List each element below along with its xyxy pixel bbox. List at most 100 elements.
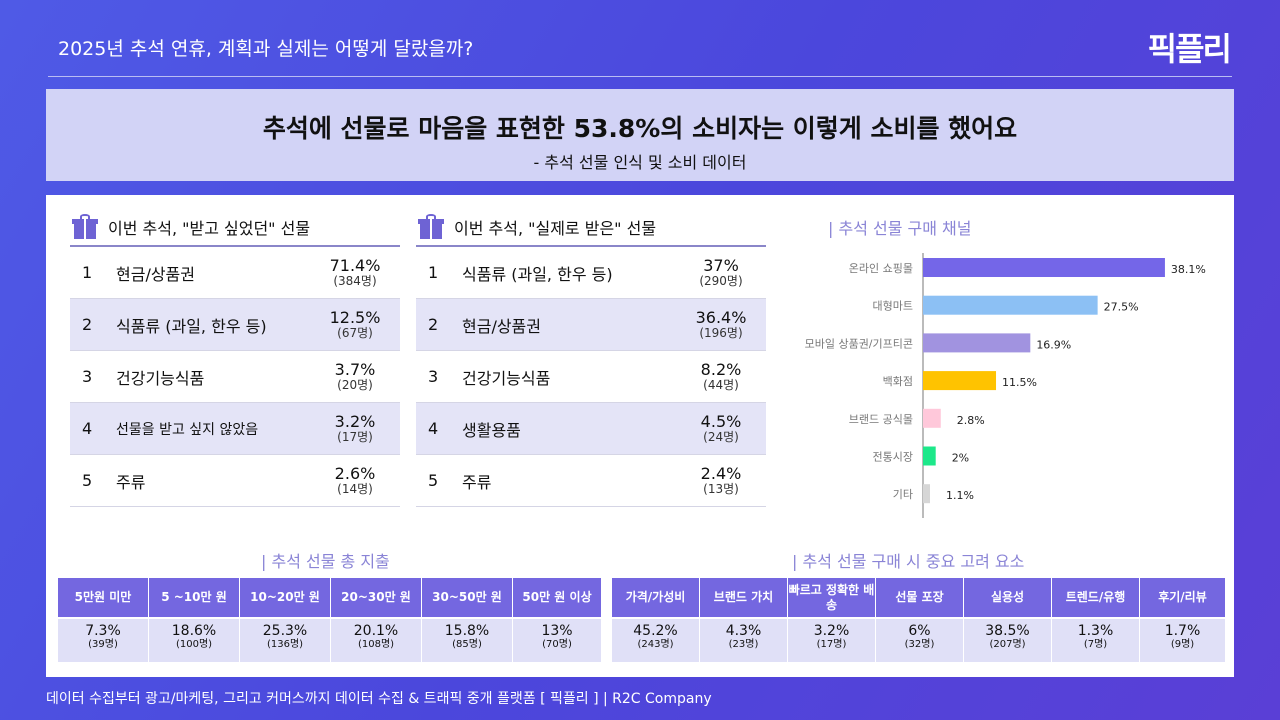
spend-table: 5만원 미만 7.3% (39명) 5 ~10만 원 18.6% (100명) 10~20만… <box>58 578 602 662</box>
count: (85명) <box>452 639 482 651</box>
bar <box>923 484 930 504</box>
gift-label: 현금/상품권 <box>116 264 195 284</box>
count: (17명) <box>337 429 373 444</box>
table-column: 빠르고 정확한 배송 3.2% (17명) <box>788 578 876 662</box>
percent: 3.7% <box>334 360 376 380</box>
table-title: 이번 추석, "실제로 받은" 선물 <box>454 218 657 238</box>
column-header: 50만 원 이상 <box>513 578 601 617</box>
count: (13명) <box>703 481 739 496</box>
category-label: 모바일 상품권/기프티콘 <box>805 336 913 350</box>
data-label: 16.9% <box>1036 338 1071 351</box>
percent: 4.3% <box>725 623 762 639</box>
column-header: 5만원 미만 <box>58 578 148 617</box>
content-panel: 이번 추석, "받고 싶었던" 선물 1 현금/상품권 71.4% (384명) 2 식품류… <box>46 195 1234 677</box>
count: (243명) <box>637 639 674 651</box>
count: (39명) <box>88 639 118 651</box>
rank: 4 <box>82 419 93 438</box>
percent: 1.3% <box>1077 623 1114 639</box>
factors-title: | 추석 선물 구매 시 중요 고려 요소 <box>792 552 1025 571</box>
table-row: 1 현금/상품권 71.4% (384명) <box>70 247 400 299</box>
column-header: 빠르고 정확한 배송 <box>788 578 875 617</box>
bar <box>923 408 941 428</box>
wanted-gifts-table: 이번 추석, "받고 싶었던" 선물 1 현금/상품권 71.4% (384명) 2 식품류… <box>70 208 400 507</box>
hero-subtitle: - 추석 선물 인식 및 소비 데이터 <box>533 153 747 172</box>
gift-label: 현금/상품권 <box>462 316 541 336</box>
percent: 4.5% <box>700 412 742 432</box>
percent: 2.6% <box>334 464 376 484</box>
bar <box>923 333 1031 353</box>
count: (290명) <box>699 273 743 288</box>
column-header: 5 ~10만 원 <box>149 578 239 617</box>
category-label: 온라인 쇼핑몰 <box>849 262 913 275</box>
purchase-channel-chart: 온라인 쇼핑몰 38.1% 대형마트 27.5% 모바일 상품권/기프티콘 16.9% 백화… <box>805 253 1206 518</box>
table-column: 5 ~10만 원 18.6% (100명) <box>149 578 240 662</box>
count: (7명) <box>1083 639 1108 651</box>
percent: 36.4% <box>695 308 747 328</box>
gift-label: 건강기능식품 <box>462 368 551 388</box>
count: (44명) <box>703 377 739 392</box>
percent: 20.1% <box>353 623 399 639</box>
percent: 3.2% <box>334 412 376 432</box>
hero-banner: 추석에 선물로 마음을 표현한 53.8%의 소비자는 이렇게 소비를 했어요 … <box>46 89 1234 181</box>
table-row: 3 건강기능식품 8.2% (44명) <box>416 351 766 403</box>
data-label: 2.8% <box>957 414 985 427</box>
category-label: 대형마트 <box>873 300 913 313</box>
category-label: 전통시장 <box>873 451 913 464</box>
divider <box>48 76 1232 77</box>
rank: 3 <box>428 367 439 386</box>
rank: 5 <box>428 471 439 490</box>
column-header: 후기/리뷰 <box>1140 578 1225 617</box>
table-column: 30~50만 원 15.8% (85명) <box>422 578 513 662</box>
category-label: 브랜드 공식몰 <box>849 413 913 426</box>
percent: 45.2% <box>633 623 678 639</box>
rank: 2 <box>82 315 93 334</box>
count: (20명) <box>337 377 373 392</box>
rank: 2 <box>428 315 439 334</box>
gift-label: 주류 <box>462 472 492 492</box>
percent: 38.5% <box>985 623 1030 639</box>
count: (67명) <box>337 325 373 340</box>
rank: 3 <box>82 367 93 386</box>
percent: 7.3% <box>85 623 121 639</box>
rank: 1 <box>82 263 93 282</box>
gift-label: 주류 <box>116 472 146 492</box>
table-column: 가격/가성비 45.2% (243명) <box>612 578 700 662</box>
count: (207명) <box>989 639 1026 651</box>
category-label: 백화점 <box>883 375 913 388</box>
count: (17명) <box>816 639 847 651</box>
percent: 15.8% <box>444 623 490 639</box>
table-column: 5만원 미만 7.3% (39명) <box>58 578 149 662</box>
count: (384명) <box>333 273 377 288</box>
table-row: 4 생활용품 4.5% (24명) <box>416 403 766 455</box>
gift-icon <box>72 213 98 240</box>
gift-label: 생활용품 <box>462 420 521 440</box>
table-column: 브랜드 가치 4.3% (23명) <box>700 578 788 662</box>
bar <box>923 295 1098 315</box>
percent: 71.4% <box>329 256 381 276</box>
data-label: 38.1% <box>1171 263 1206 276</box>
table-title: 이번 추석, "받고 싶었던" 선물 <box>108 218 311 238</box>
factors-table: 가격/가성비 45.2% (243명) 브랜드 가치 4.3% (23명) 빠르고 정확한 … <box>612 578 1226 662</box>
column-header: 30~50만 원 <box>422 578 512 617</box>
column-header: 가격/가성비 <box>612 578 699 617</box>
category-label: 기타 <box>893 488 913 501</box>
chart-title: | 추석 선물 구매 채널 <box>828 219 972 238</box>
table-column: 실용성 38.5% (207명) <box>964 578 1052 662</box>
count: (70명) <box>542 639 572 651</box>
gift-label: 식품류 (과일, 한우 등) <box>462 264 613 284</box>
percent: 6% <box>908 623 931 639</box>
hero-title: 추석에 선물로 마음을 표현한 53.8%의 소비자는 이렇게 소비를 했어요 <box>262 114 1018 143</box>
rank: 5 <box>82 471 93 490</box>
rank: 1 <box>428 263 439 282</box>
rank: 4 <box>428 419 439 438</box>
data-label: 2% <box>952 452 969 465</box>
count: (108명) <box>357 639 395 651</box>
bar <box>923 371 997 391</box>
column-header: 트렌드/유행 <box>1052 578 1139 617</box>
table-column: 후기/리뷰 1.7% (9명) <box>1140 578 1226 662</box>
percent: 37% <box>703 256 739 276</box>
table-row: 2 식품류 (과일, 한우 등) 12.5% (67명) <box>70 299 400 351</box>
count: (196명) <box>699 325 743 340</box>
percent: 12.5% <box>329 308 381 328</box>
spend-title: | 추석 선물 총 지출 <box>261 552 390 571</box>
